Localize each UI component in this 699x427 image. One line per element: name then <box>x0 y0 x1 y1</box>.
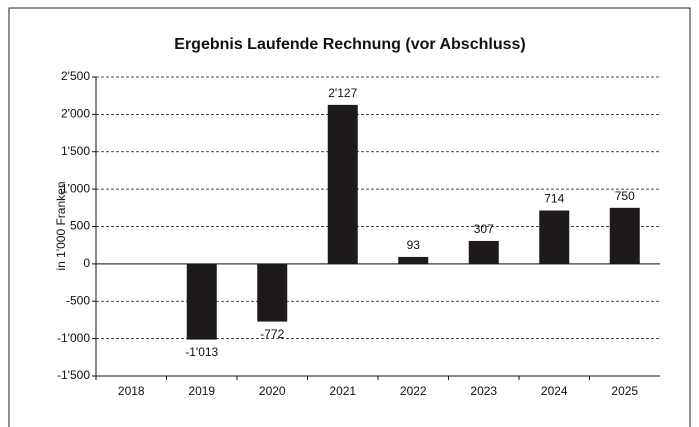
x-tick-label: 2021 <box>329 384 356 398</box>
value-label: -1'013 <box>185 345 218 359</box>
x-tick-label: 2024 <box>541 384 568 398</box>
y-tick-label: 2'000 <box>61 107 90 121</box>
y-tick-label: -1'500 <box>57 368 90 382</box>
bar <box>327 104 358 264</box>
value-label: 93 <box>407 238 421 252</box>
y-tick-label: 2'500 <box>61 69 90 83</box>
y-tick-label: -500 <box>66 293 90 307</box>
x-tick-label: 2023 <box>470 384 497 398</box>
value-label: 714 <box>544 192 564 206</box>
y-tick-label: 0 <box>83 256 90 270</box>
y-tick-label: 1'500 <box>61 144 90 158</box>
value-label: -772 <box>260 327 284 341</box>
bar <box>398 256 429 264</box>
bar <box>609 207 640 264</box>
chart-frame <box>8 7 691 427</box>
y-tick-label: -1'000 <box>57 331 90 345</box>
x-tick-label: 2022 <box>400 384 427 398</box>
x-tick-label: 2025 <box>611 384 638 398</box>
y-axis-title: in 1'000 Franken <box>54 181 68 270</box>
value-label: 750 <box>615 189 635 203</box>
value-label: 2'127 <box>328 86 357 100</box>
y-tick-label: 1'000 <box>61 181 90 195</box>
bar <box>186 263 217 340</box>
x-tick-label: 2018 <box>118 384 145 398</box>
x-tick-label: 2019 <box>188 384 215 398</box>
bar <box>539 210 570 264</box>
bar <box>468 240 499 264</box>
y-tick-label: 500 <box>70 219 90 233</box>
bar <box>257 263 288 322</box>
chart-title: Ergebnis Laufende Rechnung (vor Abschlus… <box>174 36 525 53</box>
x-tick-label: 2020 <box>259 384 286 398</box>
value-label: 307 <box>474 222 494 236</box>
